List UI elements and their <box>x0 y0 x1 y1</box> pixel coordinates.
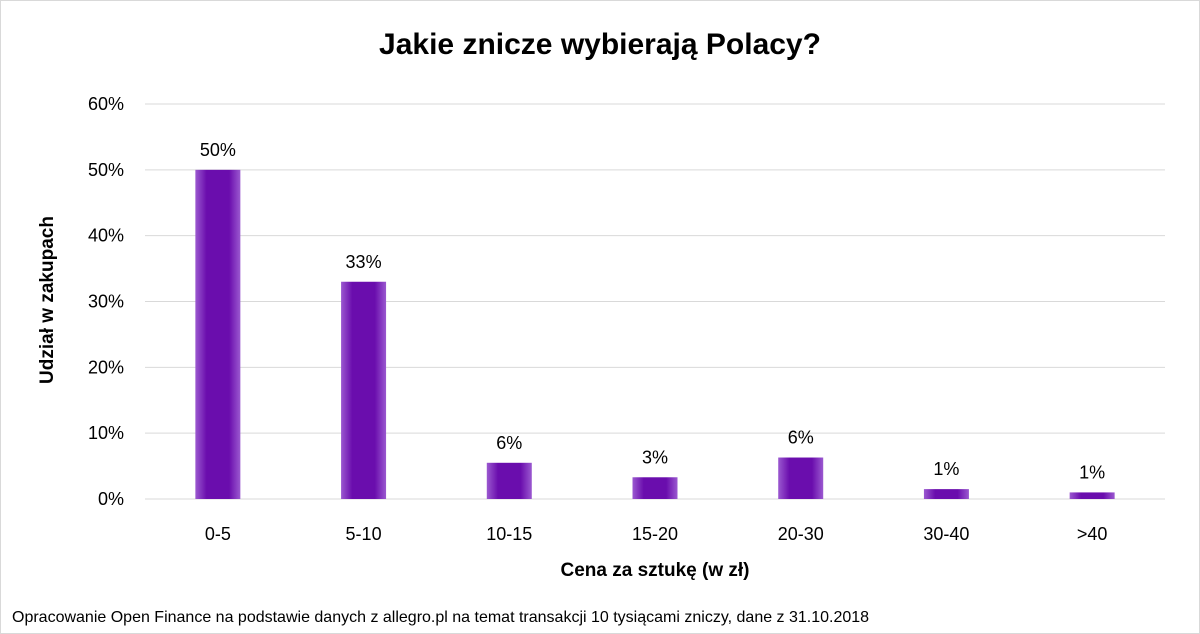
bar-0-5 <box>195 169 241 500</box>
data-label: 6% <box>496 433 522 453</box>
data-label: 1% <box>933 459 959 479</box>
x-tick-label: 20-30 <box>778 524 824 544</box>
x-tick-label: 0-5 <box>205 524 231 544</box>
chart-title: Jakie znicze wybierają Polacy? <box>379 28 821 61</box>
bar->40 <box>1069 492 1115 499</box>
y-tick-label: 50% <box>88 160 124 180</box>
data-labels: 50% 33% 6% 3% 6% 1% 1% <box>200 140 1105 483</box>
data-label: 3% <box>642 447 668 467</box>
bars <box>195 169 1115 500</box>
bar-10-15 <box>486 462 532 499</box>
x-tick-label: 5-10 <box>346 524 382 544</box>
bar-5-10 <box>341 281 387 499</box>
source-note: Opracowanie Open Finance na podstawie da… <box>12 609 869 626</box>
y-axis-title: Udział w zakupach <box>37 216 58 384</box>
y-tick-label: 20% <box>88 357 124 377</box>
x-axis-ticks: 0-5 5-10 10-15 15-20 20-30 30-40 >40 <box>205 524 1108 544</box>
data-label: 50% <box>200 140 236 160</box>
data-label: 6% <box>788 428 814 448</box>
x-tick-label: >40 <box>1077 524 1108 544</box>
data-label: 1% <box>1079 462 1105 482</box>
y-axis-ticks: 0% 10% 20% 30% 40% 50% 60% <box>88 94 124 509</box>
y-tick-label: 40% <box>88 226 124 246</box>
x-axis-title: Cena za sztukę (w zł) <box>561 560 750 581</box>
y-tick-label: 30% <box>88 292 124 312</box>
x-tick-label: 10-15 <box>486 524 532 544</box>
x-tick-label: 15-20 <box>632 524 678 544</box>
y-tick-label: 10% <box>88 423 124 443</box>
bar-30-40 <box>923 489 969 499</box>
data-label: 33% <box>346 252 382 272</box>
x-tick-label: 30-40 <box>923 524 969 544</box>
bar-15-20 <box>632 477 678 499</box>
y-tick-label: 0% <box>98 489 124 509</box>
bar-20-30 <box>778 457 824 499</box>
y-tick-label: 60% <box>88 94 124 114</box>
gridlines <box>145 103 1165 500</box>
